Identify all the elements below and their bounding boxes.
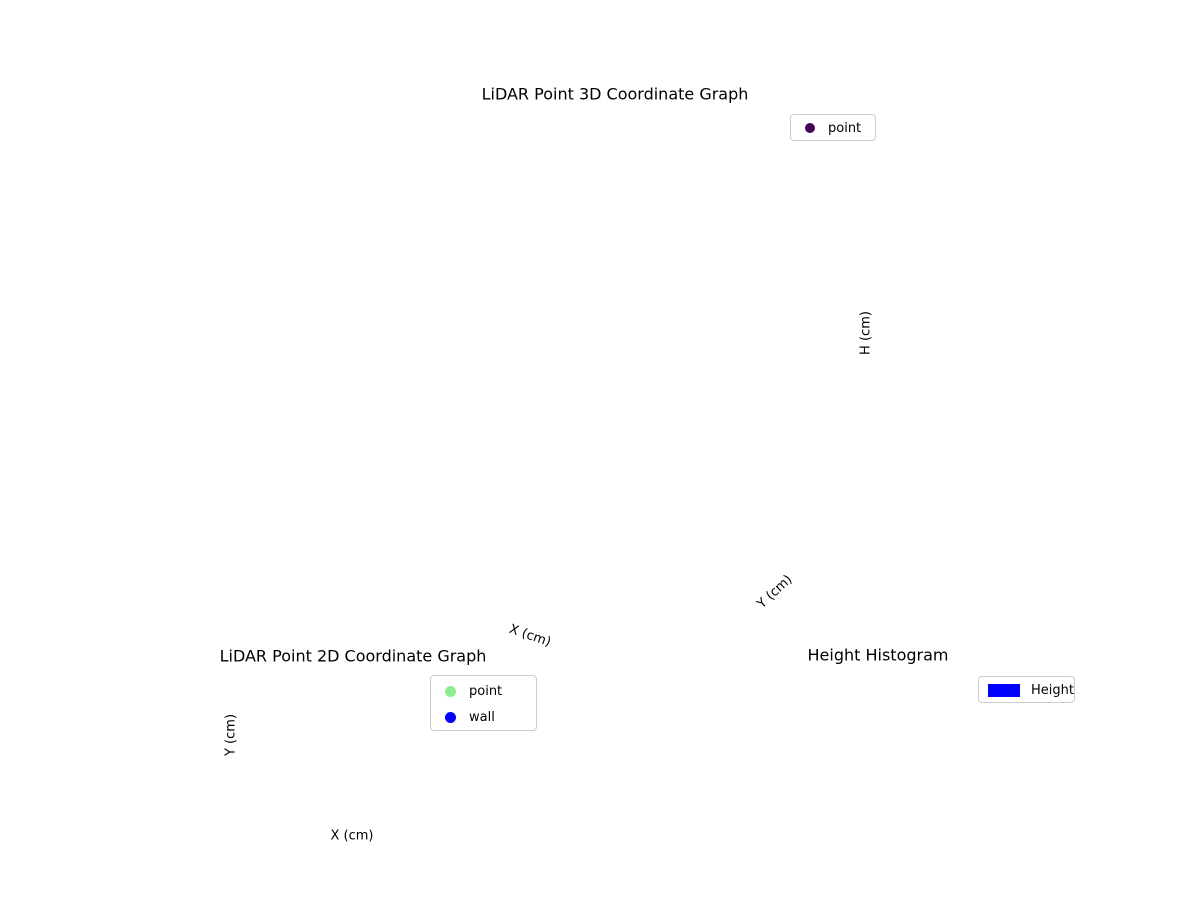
- height-series-swatch: [988, 683, 1020, 697]
- histogram-legend: Height: [978, 676, 1075, 703]
- plot3d-legend: point: [790, 114, 876, 141]
- plot3d-z-axis-label: H (cm): [858, 311, 874, 355]
- plot2d-y-axis-label: Y (cm): [223, 713, 239, 757]
- histogram-legend-label-height: Height: [1031, 682, 1074, 698]
- point-marker-icon: [445, 685, 456, 697]
- plot2d-x-axis-label: X (cm): [330, 828, 374, 844]
- histogram-title: Height Histogram: [807, 645, 949, 665]
- plot3d-legend-label-point: point: [828, 120, 862, 136]
- plot2d-legend: point wall: [430, 675, 537, 731]
- plot2d-legend-label-wall: wall: [469, 709, 495, 725]
- point-marker-icon: [805, 123, 815, 133]
- plot2d-title: LiDAR Point 2D Coordinate Graph: [219, 646, 487, 666]
- plot2d-legend-label-point: point: [469, 683, 503, 699]
- wall-marker-icon: [445, 711, 456, 723]
- plot3d-title: LiDAR Point 3D Coordinate Graph: [481, 84, 749, 104]
